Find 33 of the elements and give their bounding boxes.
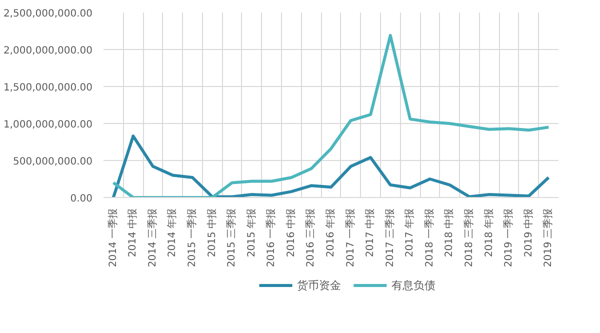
- x-tick-label: 2018 年报: [482, 208, 495, 258]
- x-tick-label: 2016 中报: [284, 208, 297, 258]
- x-tick-label: 2015 三季报: [226, 208, 238, 268]
- x-tick-label: 2018 中报: [443, 208, 456, 258]
- x-tick-label: 2016 年报: [324, 208, 336, 258]
- y-tick-label: 1,500,000,000.00: [3, 82, 92, 94]
- x-tick-label: 2014 三季报: [146, 208, 158, 268]
- y-tick-label: 1,000,000,000.00: [3, 120, 92, 130]
- legend-label: 有息负债: [391, 279, 436, 292]
- y-tick-label: 2,500,000,000.00: [3, 8, 92, 20]
- x-tick-label: 2017 三季报: [384, 208, 396, 268]
- x-tick-label: 2017 年报: [404, 208, 416, 258]
- x-tick-label: 2017 一季报: [344, 208, 356, 268]
- x-tick-label: 2014 中报: [126, 208, 139, 258]
- x-tick-label: 2014 年报: [166, 208, 178, 258]
- x-tick-label: 2015 中报: [206, 208, 218, 258]
- x-tick-label: 2014 一季报: [106, 208, 119, 268]
- x-tick-label: 2018 三季报: [462, 208, 475, 268]
- legend-label: 货币资金: [297, 279, 342, 292]
- y-tick-label: 2,000,000,000.00: [3, 46, 92, 56]
- x-tick-label: 2019 中报: [522, 208, 534, 258]
- x-tick-label: 2016 一季报: [265, 208, 278, 268]
- y-tick-label: 500,000,000.00: [12, 156, 93, 168]
- x-tick-label: 2015 年报: [245, 208, 258, 258]
- x-tick-label: 2018 一季报: [423, 208, 436, 268]
- line-series: [112, 134, 550, 198]
- x-tick-label: 2019 一季报: [502, 208, 515, 268]
- line-series: [112, 34, 550, 198]
- x-tick-label: 2019 三季报: [542, 208, 554, 268]
- x-tick-label: 2015 一季报: [186, 208, 198, 268]
- x-tick-label: 2017 中报: [364, 208, 376, 258]
- y-tick-label: 0.00: [70, 194, 92, 204]
- x-tick-label: 2016 三季报: [304, 208, 317, 268]
